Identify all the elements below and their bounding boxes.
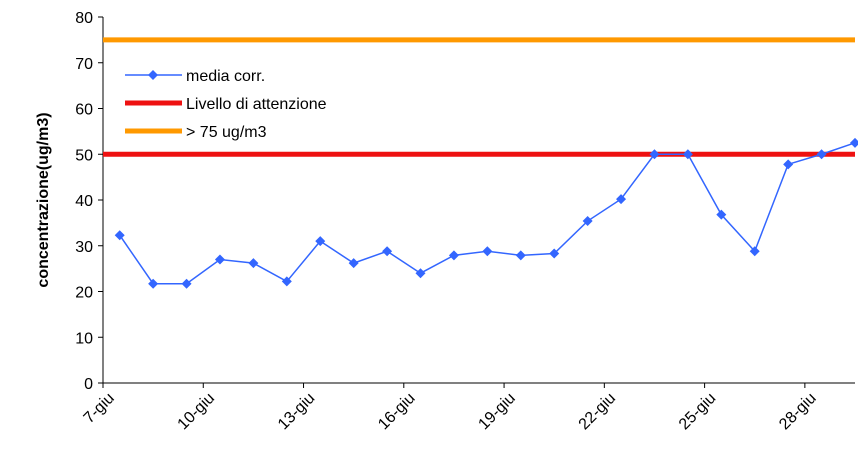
legend-label: > 75 ug/m3 — [186, 124, 267, 141]
x-tick-label: 13-giu — [275, 390, 318, 433]
marker — [515, 250, 526, 261]
marker — [482, 246, 493, 257]
marker — [816, 149, 827, 160]
marker — [248, 258, 259, 269]
x-tick-label: 16-giu — [375, 390, 418, 433]
x-tick-label: 22-giu — [576, 390, 619, 433]
marker — [549, 248, 560, 259]
marker — [582, 216, 593, 227]
y-tick-label: 30 — [75, 239, 93, 256]
marker — [181, 278, 192, 289]
marker — [649, 149, 660, 160]
y-tick-label: 60 — [75, 102, 93, 119]
x-tick-label: 7-giu — [81, 390, 118, 427]
marker — [850, 137, 858, 148]
legend-marker — [148, 70, 158, 80]
y-tick-label: 70 — [75, 56, 93, 73]
marker — [382, 246, 393, 257]
legend-label: media corr. — [186, 68, 265, 85]
y-tick-label: 80 — [75, 10, 93, 27]
marker — [315, 236, 326, 247]
y-tick-label: 0 — [84, 376, 93, 393]
marker — [214, 254, 225, 265]
marker — [448, 250, 459, 261]
marker — [281, 276, 292, 287]
y-tick-label: 50 — [75, 147, 93, 164]
marker — [616, 194, 627, 205]
y-tick-label: 40 — [75, 193, 93, 210]
y-tick-label: 10 — [75, 330, 93, 347]
marker — [114, 230, 125, 241]
x-tick-label: 25-giu — [676, 390, 719, 433]
x-tick-label: 19-giu — [475, 390, 518, 433]
legend-label: Livello di attenzione — [186, 96, 327, 113]
marker — [749, 246, 760, 257]
marker — [682, 149, 693, 160]
marker — [348, 258, 359, 269]
x-tick-label: 10-giu — [175, 390, 218, 433]
x-tick-label: 28-giu — [776, 390, 819, 433]
y-tick-label: 20 — [75, 285, 93, 302]
marker — [148, 278, 159, 289]
marker — [415, 268, 426, 279]
marker — [783, 159, 794, 170]
marker — [716, 209, 727, 220]
series-line — [119, 142, 856, 285]
y-axis-label: concentrazione(ug/m3) — [35, 112, 52, 287]
